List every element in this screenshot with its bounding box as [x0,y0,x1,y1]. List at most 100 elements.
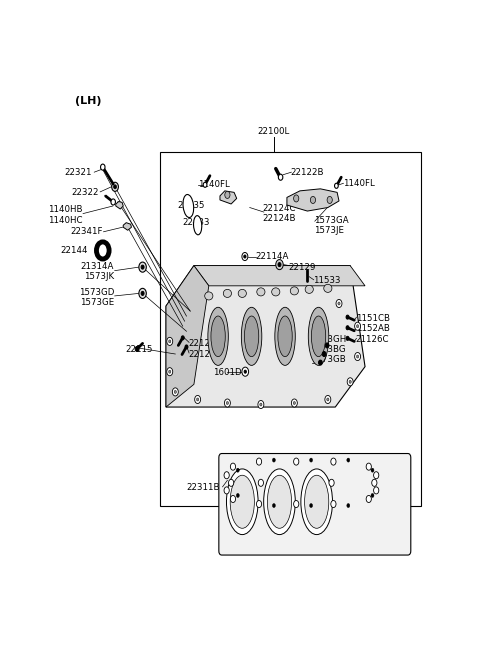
Circle shape [346,337,349,340]
Circle shape [141,291,144,295]
Text: 22144: 22144 [60,246,88,255]
Ellipse shape [275,307,295,365]
Circle shape [195,396,201,403]
Ellipse shape [238,289,246,297]
Polygon shape [166,266,209,407]
Ellipse shape [204,292,213,300]
Circle shape [273,504,276,508]
Circle shape [260,403,262,406]
Circle shape [335,183,338,188]
Ellipse shape [267,475,291,528]
Circle shape [230,495,236,502]
Ellipse shape [308,307,329,365]
Circle shape [244,255,246,258]
Text: 22133: 22133 [183,218,210,227]
Circle shape [372,480,377,486]
Ellipse shape [305,475,329,528]
Circle shape [228,480,234,486]
Ellipse shape [244,316,259,357]
Circle shape [111,199,115,205]
Text: 22122B: 22122B [290,168,324,176]
Circle shape [224,472,229,479]
Circle shape [293,401,296,405]
Text: 22115: 22115 [125,345,153,354]
FancyBboxPatch shape [219,453,411,555]
Text: 22321: 22321 [64,168,92,176]
Ellipse shape [257,288,265,296]
Circle shape [327,196,332,203]
Text: 21126C: 21126C [356,335,389,344]
Ellipse shape [223,289,231,297]
Circle shape [203,182,207,188]
Ellipse shape [305,285,313,293]
Text: 22129: 22129 [289,262,316,272]
Circle shape [139,289,146,298]
Text: 22124C
22124B: 22124C 22124B [263,204,296,223]
Circle shape [355,322,360,330]
Circle shape [357,325,359,328]
Circle shape [276,260,283,270]
Ellipse shape [264,469,295,535]
Circle shape [100,164,105,170]
Circle shape [294,501,299,508]
Circle shape [236,468,240,472]
Circle shape [346,315,349,319]
Text: 22125B: 22125B [188,350,222,359]
Ellipse shape [183,194,193,218]
Circle shape [112,182,119,192]
Text: 11533: 11533 [313,276,340,285]
Circle shape [139,262,146,272]
Circle shape [172,388,178,396]
Circle shape [347,458,350,462]
Text: 22311B: 22311B [186,483,220,493]
Circle shape [366,495,372,502]
Circle shape [141,265,144,269]
Text: 1140HB
1140HC: 1140HB 1140HC [48,205,83,225]
Polygon shape [287,189,339,211]
Ellipse shape [301,469,333,535]
Circle shape [256,458,262,465]
Text: 21314A
1573JK: 21314A 1573JK [81,262,114,281]
Polygon shape [123,222,132,230]
Ellipse shape [278,316,292,357]
Circle shape [225,192,230,198]
Circle shape [327,398,329,401]
Ellipse shape [211,316,225,357]
Text: 22125A: 22125A [188,339,222,348]
Circle shape [114,185,117,189]
Ellipse shape [230,475,254,528]
Circle shape [322,352,326,357]
Circle shape [258,480,264,486]
Circle shape [294,458,299,465]
Circle shape [278,262,281,266]
Circle shape [349,380,351,383]
Text: 1140FL: 1140FL [343,179,374,188]
Circle shape [96,242,109,259]
Circle shape [278,174,283,180]
Text: 22135: 22135 [177,201,204,209]
Ellipse shape [208,307,228,365]
Text: (LH): (LH) [75,96,101,106]
Circle shape [167,337,173,346]
Circle shape [294,195,299,202]
Polygon shape [220,191,237,204]
Ellipse shape [227,469,258,535]
Text: 1152AB: 1152AB [356,324,390,333]
Circle shape [325,396,331,403]
Text: 22322: 22322 [72,188,99,197]
Circle shape [366,463,372,470]
Text: 1573GA
1573JE: 1573GA 1573JE [314,216,348,235]
Circle shape [168,370,171,373]
Circle shape [347,378,353,386]
Circle shape [196,398,199,401]
Polygon shape [194,266,365,286]
Circle shape [329,480,334,486]
Text: 22100L: 22100L [258,127,290,136]
Ellipse shape [312,316,326,357]
Circle shape [347,504,350,508]
Ellipse shape [272,288,280,296]
Ellipse shape [241,307,262,365]
Circle shape [336,299,342,308]
Circle shape [167,367,173,376]
Circle shape [185,345,188,349]
